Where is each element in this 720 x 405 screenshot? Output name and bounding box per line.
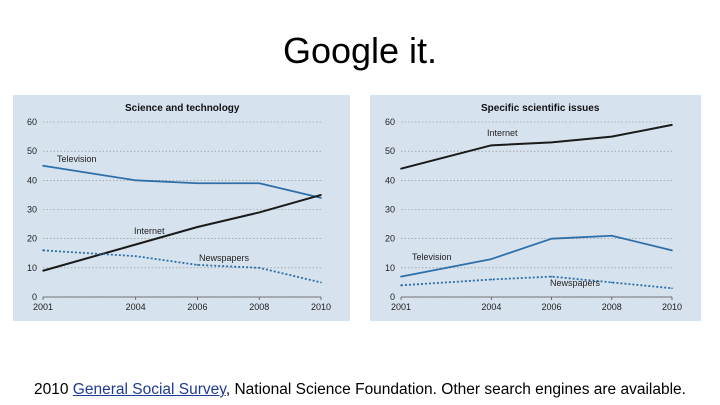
general-social-survey-link[interactable]: General Social Survey [72, 381, 226, 398]
data-point-television [400, 275, 402, 278]
y-tick-label: 40 [27, 175, 37, 185]
data-point-newspapers [490, 278, 493, 281]
data-point-newspapers [671, 287, 673, 290]
data-point-television [490, 258, 493, 260]
x-tick-label: 2001 [391, 302, 411, 312]
data-point-internet [134, 243, 137, 246]
y-tick-label: 30 [385, 205, 395, 215]
data-point-television [671, 249, 673, 252]
data-point-internet [400, 167, 402, 170]
series-label-newspapers: Newspapers [199, 253, 250, 263]
data-point-internet [610, 135, 613, 138]
data-point-internet [320, 194, 322, 196]
data-point-television [258, 182, 261, 185]
chart-title: Specific scientific issues [481, 103, 600, 114]
line-chart-science-technology: Science and technology 0 10 20 30 40 50 60 2001 2… [27, 103, 331, 312]
y-tick-label: 10 [385, 263, 395, 273]
chart-panel-science-technology: Science and technology 0 10 20 30 40 50 60 2001 2… [13, 95, 350, 321]
data-point-internet [671, 124, 673, 126]
series-label-internet: Internet [487, 128, 518, 138]
y-tick-label: 50 [27, 146, 37, 156]
data-point-television [42, 164, 44, 167]
data-point-internet [42, 269, 44, 272]
data-point-internet [490, 144, 493, 147]
y-tick-label: 10 [27, 263, 37, 273]
series-label-television: Television [412, 252, 452, 262]
data-point-internet [196, 226, 199, 228]
y-tick-label: 40 [385, 175, 395, 185]
x-tick-label: 2004 [481, 302, 501, 312]
y-tick-label: 20 [27, 234, 37, 244]
data-point-newspapers [134, 255, 137, 257]
data-point-newspapers [610, 281, 613, 284]
x-tick-label: 2008 [249, 302, 269, 312]
y-tick-label: 50 [385, 146, 395, 156]
data-point-newspapers [320, 281, 322, 284]
series-label-television: Television [57, 154, 97, 164]
x-tick-label: 2006 [542, 302, 562, 312]
series-label-internet: Internet [134, 226, 165, 236]
data-point-newspapers [42, 249, 44, 252]
source-footer: 2010 General Social Survey, National Sci… [0, 381, 720, 399]
y-tick-label: 30 [27, 205, 37, 215]
data-point-television [196, 182, 199, 185]
series-line-newspapers [42, 249, 322, 284]
data-point-internet [550, 141, 553, 144]
x-tick-label: 2006 [187, 302, 207, 312]
series-line-internet [400, 123, 673, 170]
y-tick-label: 0 [390, 292, 395, 302]
data-point-television [550, 237, 553, 240]
footer-suffix: , National Science Foundation. Other sea… [225, 381, 686, 398]
x-tick-label: 2008 [602, 302, 622, 312]
footer-prefix: 2010 [34, 381, 73, 398]
chart-panel-specific-issues: Specific scientific issues 0 10 20 30 40 50 60 2… [370, 95, 701, 321]
line-chart-specific-issues: Specific scientific issues 0 10 20 30 40 50 60 2… [385, 103, 682, 312]
x-tick-label: 2004 [126, 302, 146, 312]
x-tick-label: 2010 [311, 302, 331, 312]
data-point-newspapers [258, 267, 261, 269]
y-tick-label: 60 [27, 117, 37, 127]
data-point-internet [258, 211, 261, 214]
chart-title: Science and technology [125, 103, 240, 114]
x-tick-label: 2010 [662, 302, 682, 312]
data-point-newspapers [196, 264, 199, 266]
data-point-television [320, 197, 322, 199]
series-line-internet [42, 193, 322, 272]
data-point-television [610, 234, 613, 237]
x-tick-label: 2001 [33, 302, 53, 312]
series-line-newspapers [400, 275, 673, 290]
series-label-newspapers: Newspapers [550, 278, 601, 288]
data-point-newspapers [550, 275, 553, 278]
data-point-television [134, 179, 137, 182]
y-tick-label: 0 [32, 292, 37, 302]
data-point-newspapers [400, 284, 402, 287]
y-tick-label: 60 [385, 117, 395, 127]
series-line-television [42, 164, 322, 199]
slide-title: Google it. [282, 30, 438, 71]
y-tick-label: 20 [385, 234, 395, 244]
